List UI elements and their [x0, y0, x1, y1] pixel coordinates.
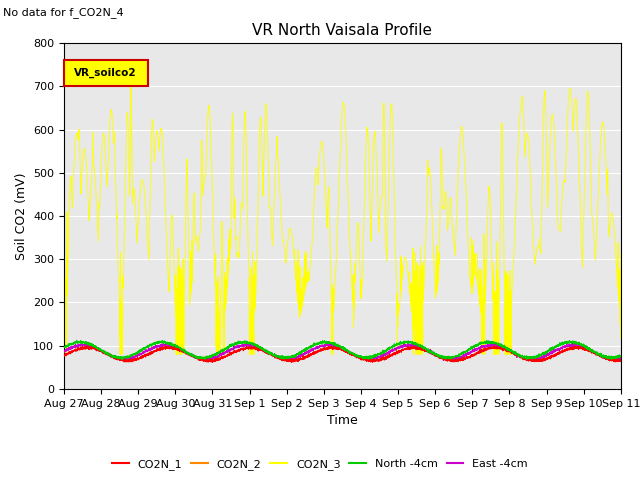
- X-axis label: Time: Time: [327, 414, 358, 427]
- Text: VR_soilco2: VR_soilco2: [74, 68, 137, 78]
- Legend: CO2N_1, CO2N_2, CO2N_3, North -4cm, East -4cm: CO2N_1, CO2N_2, CO2N_3, North -4cm, East…: [108, 455, 532, 474]
- Y-axis label: Soil CO2 (mV): Soil CO2 (mV): [15, 172, 28, 260]
- FancyBboxPatch shape: [64, 60, 148, 86]
- Text: No data for f_CO2N_4: No data for f_CO2N_4: [3, 7, 124, 18]
- Title: VR North Vaisala Profile: VR North Vaisala Profile: [252, 23, 433, 38]
